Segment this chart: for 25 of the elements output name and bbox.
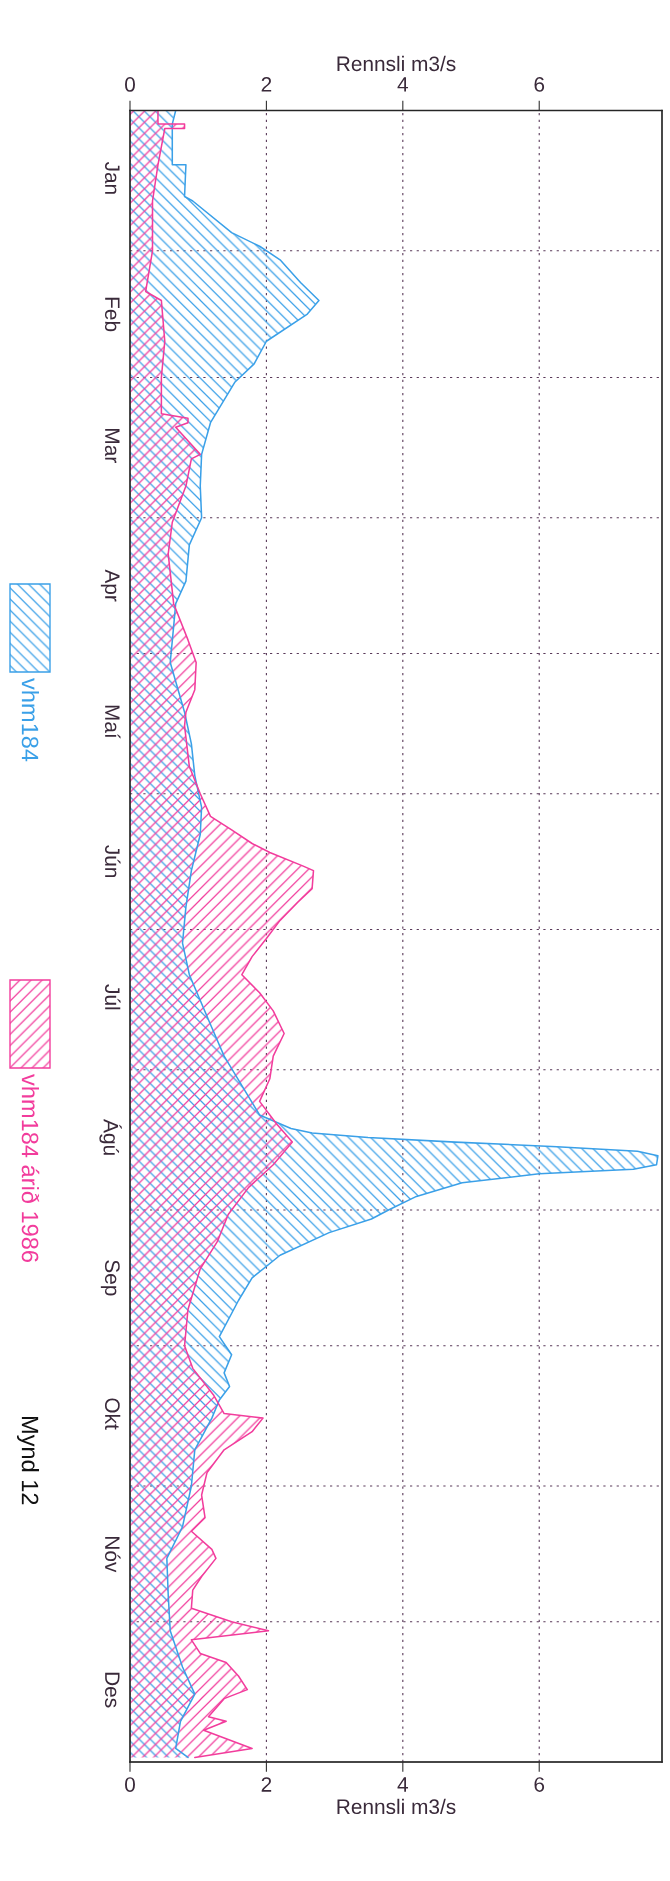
- x-tick-label: 0: [125, 1777, 135, 1792]
- x-tick-label: 6: [534, 1777, 545, 1792]
- y-tick-label: Mar: [104, 429, 120, 463]
- x2-tick-label: 0: [125, 77, 135, 92]
- y-tick-label: Apr: [100, 569, 120, 602]
- y-tick-label: Ágú: [99, 1119, 122, 1155]
- x-tick-label: 2: [261, 1777, 272, 1792]
- y-tick-label: Nóv: [104, 1537, 121, 1573]
- text: vhm184: [21, 678, 39, 762]
- y-tick-label: Des: [104, 1672, 120, 1708]
- text: Mynd 12: [17, 1416, 39, 1505]
- y-tick-label: Okt: [104, 1398, 121, 1430]
- x2-axis-title: Rennsli m3/s: [337, 55, 456, 72]
- y-tick-label: Sep: [100, 1260, 120, 1296]
- y-tick-label: Maí: [104, 705, 121, 739]
- x2-tick-label: 2: [261, 77, 272, 92]
- y-tick-label: Feb: [104, 297, 121, 332]
- y-tick-label: Jan: [104, 161, 120, 194]
- x2-tick-label: 4: [397, 77, 408, 92]
- text: vhm184 árið 1986: [21, 1074, 40, 1262]
- y-tick-label: Jún: [104, 845, 121, 878]
- x-axis-title: Rennsli m3/s: [337, 1798, 456, 1815]
- x-tick-label: 4: [397, 1777, 408, 1792]
- x2-tick-label: 6: [534, 77, 545, 92]
- y-tick-label: Júl: [104, 984, 121, 1010]
